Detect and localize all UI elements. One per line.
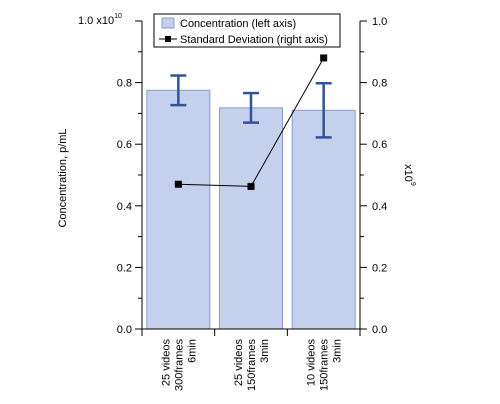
legend-box — [153, 13, 341, 48]
category-label-1-line-3: 6min — [186, 339, 198, 363]
right-tick-label-2: 0.4 — [372, 201, 387, 213]
right-tick-label-5: 1.0 — [372, 16, 387, 28]
category-label-2-line-2: 150frames — [246, 339, 258, 391]
std-dev-point-3 — [320, 54, 328, 62]
legend-swatch-std-dev-marker — [165, 36, 171, 42]
right-tick-label-0: 0.0 — [372, 324, 387, 336]
std-dev-point-1 — [174, 180, 182, 188]
labels-layer: 0.0 0.2 0.4 0.6 0.8 0.0 0.2 0.4 0.6 0.8 1.0 1.0 x10… — [57, 13, 416, 391]
category-label-3-line-1: 10 videos — [306, 339, 318, 387]
category-label-2-line-1: 25 videos — [233, 339, 245, 387]
bar-2 — [219, 107, 283, 330]
error-bars-layer — [170, 74, 332, 139]
legend-swatch-concentration — [161, 17, 175, 29]
right-tick-label-4: 0.8 — [372, 78, 387, 90]
category-label-3-line-2: 150frames — [319, 339, 331, 391]
legend-label-concentration: Concentration (left axis) — [180, 18, 296, 30]
left-tick-label-2: 0.4 — [117, 201, 132, 213]
category-label-1-line-1: 25 videos — [160, 339, 172, 387]
std-dev-point-2 — [247, 182, 255, 190]
category-label-2-line-3: 3min — [259, 339, 271, 363]
right-tick-label-1: 0.2 — [372, 262, 387, 274]
right-tick-label-3: 0.6 — [372, 139, 387, 151]
category-label-3-line-3: 3min — [332, 339, 344, 363]
category-label-1-line-2: 300frames — [173, 339, 185, 391]
axes-layer — [135, 20, 367, 336]
bar-3 — [291, 109, 356, 330]
right-axis-title: x109 — [402, 164, 416, 186]
left-tick-label-0: 0.0 — [117, 324, 132, 336]
std-dev-line-layer — [174, 54, 328, 190]
left-tick-label-4: 0.8 — [117, 78, 132, 90]
legend: Concentration (left axis) Standard Devia… — [153, 13, 341, 48]
left-tick-label-1: 0.2 — [117, 262, 132, 274]
left-axis-multiplier: 1.0 x1010 — [78, 13, 122, 27]
left-tick-label-3: 0.6 — [117, 139, 132, 151]
bar-1 — [146, 89, 211, 330]
left-axis-title: Concentration, p/mL — [57, 128, 69, 227]
legend-label-std-dev: Standard Deviation (right axis) — [180, 34, 328, 46]
